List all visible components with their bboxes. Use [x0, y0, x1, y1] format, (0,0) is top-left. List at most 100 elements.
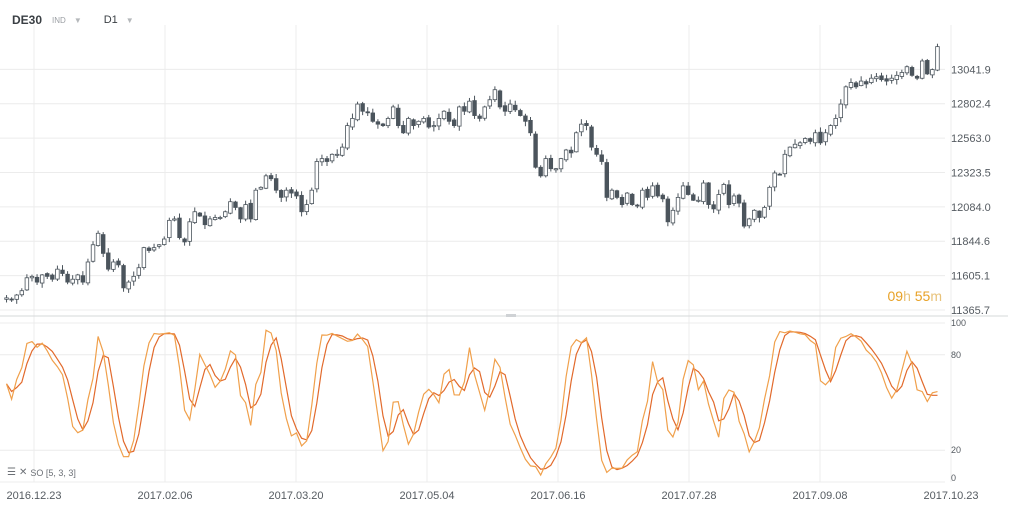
candle [736, 194, 742, 204]
candle [650, 185, 655, 197]
candle [513, 104, 518, 111]
grid [0, 25, 952, 483]
candle [90, 244, 96, 262]
candle [426, 117, 431, 128]
candle [548, 157, 554, 170]
candle [167, 219, 172, 239]
candle [156, 244, 162, 247]
indicator-label: SO [5, 3, 3] [30, 467, 76, 478]
time-tick-label: 2017.05.04 [399, 490, 454, 502]
candle [238, 207, 243, 220]
chevron-down-icon[interactable]: ▼ [125, 15, 134, 25]
candle [172, 218, 177, 221]
timer-minutes: 55 [914, 288, 931, 304]
candle [324, 158, 330, 162]
panel-resize-handle[interactable] [506, 314, 516, 317]
oscillator-axis: 100 80 20 0 [951, 318, 966, 483]
candle [116, 260, 121, 266]
price-tick-label: 12323.5 [951, 167, 991, 179]
candle [111, 261, 116, 270]
candle [584, 123, 589, 126]
candle [217, 217, 223, 219]
candle [431, 125, 437, 128]
candle [747, 218, 752, 227]
chevron-down-icon[interactable]: ▼ [73, 15, 82, 25]
candle [396, 107, 401, 126]
candle [523, 115, 528, 122]
candle [233, 201, 238, 208]
candle [772, 172, 777, 188]
candle [136, 267, 142, 276]
candle [421, 118, 426, 123]
time-tick-label: 2017.02.06 [137, 490, 192, 502]
candle [919, 60, 925, 79]
candle [279, 190, 284, 198]
close-icon[interactable]: ✕ [18, 467, 28, 478]
candle [258, 186, 264, 190]
time-tick-label: 2017.03.20 [268, 490, 323, 502]
candles [4, 43, 940, 304]
menu-icon[interactable]: ☰ [7, 467, 16, 478]
candle [34, 276, 40, 283]
candle [365, 111, 370, 114]
candle [741, 202, 747, 227]
candle [370, 112, 376, 122]
time-tick-label: 2017.09.08 [792, 490, 847, 502]
candle [70, 278, 75, 284]
candle [914, 75, 920, 79]
candle [65, 273, 70, 283]
price-tick-label: 12084.0 [951, 202, 991, 214]
candle [609, 189, 615, 200]
candle [767, 186, 772, 207]
oscillator-tick-label: 80 [951, 350, 961, 360]
oscillator-tick-label: 100 [951, 318, 966, 328]
candle [909, 67, 915, 76]
candle [416, 120, 421, 125]
symbol-label[interactable]: DE30 [12, 13, 43, 27]
candle [599, 154, 604, 162]
price-tick-label: 11605.1 [951, 271, 990, 283]
candle [289, 189, 294, 194]
candle [197, 212, 203, 217]
candle [624, 192, 630, 204]
candle [797, 142, 803, 147]
candle [838, 103, 844, 119]
candle [482, 106, 487, 119]
candle [553, 168, 559, 171]
stochastic-panel [5, 329, 938, 477]
candle [406, 118, 411, 134]
candle [14, 294, 19, 300]
candle [833, 118, 838, 126]
candle [385, 118, 391, 127]
candle [691, 194, 696, 201]
candle [884, 78, 889, 82]
candle [696, 199, 701, 202]
candle [879, 75, 884, 81]
candle [665, 198, 671, 223]
candle [645, 188, 650, 198]
candle [604, 162, 610, 198]
candle [340, 146, 345, 156]
candle [39, 274, 45, 284]
candle [223, 211, 228, 218]
time-tick-label: 2017.07.28 [661, 490, 716, 502]
oscillator-tick-label: 20 [951, 445, 961, 455]
candle [853, 82, 859, 88]
timeframe-label[interactable]: D1 [103, 14, 118, 26]
candle [375, 121, 381, 125]
candle [401, 125, 406, 134]
candle [731, 195, 737, 204]
candle [284, 189, 289, 198]
candle [451, 119, 457, 126]
candle [462, 106, 467, 112]
candle [497, 90, 503, 108]
candle [568, 149, 574, 154]
candle [273, 178, 279, 191]
candle [889, 77, 894, 81]
price-tick-label: 11844.6 [951, 236, 990, 248]
candle [253, 189, 259, 220]
candle [177, 217, 182, 238]
candle [726, 184, 732, 205]
candle [619, 196, 625, 205]
